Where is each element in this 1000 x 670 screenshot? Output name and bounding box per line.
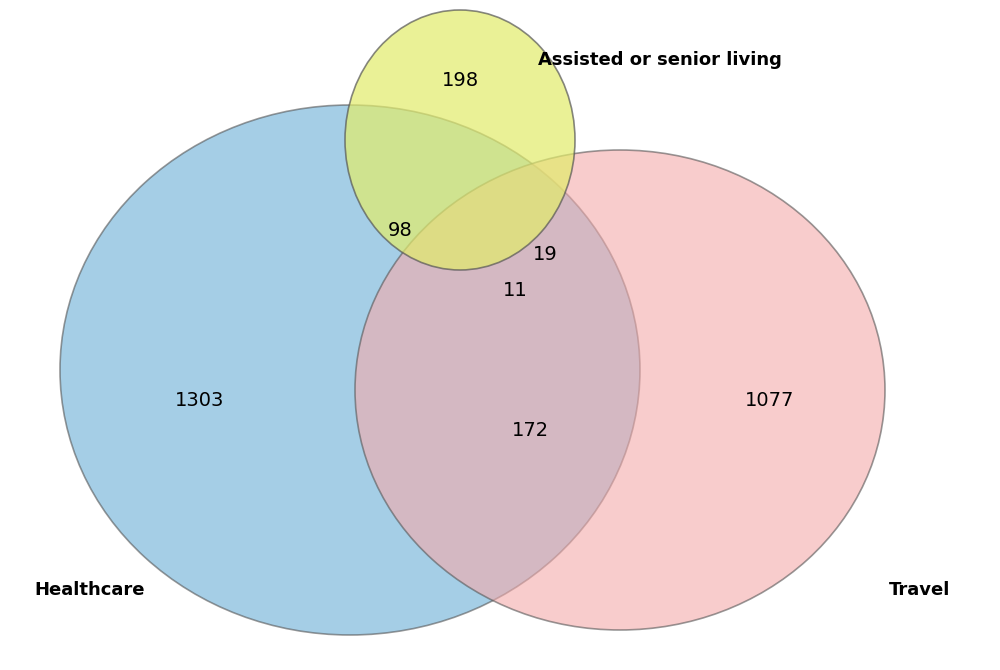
Text: 172: 172 <box>511 421 549 440</box>
Text: 1303: 1303 <box>175 391 225 409</box>
Text: 11: 11 <box>503 281 527 299</box>
Text: 98: 98 <box>388 220 412 239</box>
Text: 1077: 1077 <box>745 391 795 409</box>
Text: Travel: Travel <box>889 581 951 599</box>
Ellipse shape <box>60 105 640 635</box>
Ellipse shape <box>345 10 575 270</box>
Ellipse shape <box>355 150 885 630</box>
Text: 19: 19 <box>533 245 557 265</box>
Text: 198: 198 <box>441 70 479 90</box>
Text: Assisted or senior living: Assisted or senior living <box>538 51 782 69</box>
Text: Healthcare: Healthcare <box>35 581 145 599</box>
